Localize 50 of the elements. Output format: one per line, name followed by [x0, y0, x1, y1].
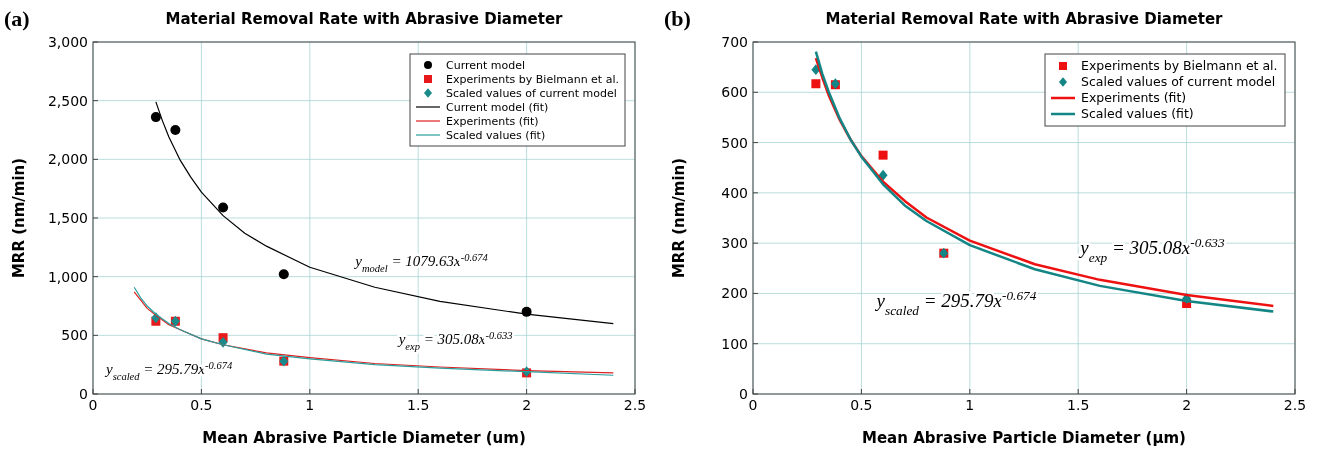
legend-label: Current model (fit)	[446, 101, 549, 114]
x-tick-label: 2	[1182, 397, 1192, 413]
text: (b)	[664, 6, 691, 31]
chart-title: Material Removal Rate with Abrasive Diameter	[825, 10, 1224, 28]
x-tick-label: 1	[305, 397, 315, 413]
legend-label: Experiments by Bielmann et al.	[1081, 58, 1278, 73]
y-tick-label: 700	[721, 34, 748, 50]
x-tick-label: 2	[522, 397, 532, 413]
annotation: y$_{exp}$ = 305.08x$^{-0.633}$	[396, 329, 513, 352]
legend-label: Scaled values of current model	[446, 87, 617, 100]
chart-title: Material Removal Rate with Abrasive Diameter	[165, 10, 564, 28]
x-tick-label: 0.5	[850, 397, 873, 413]
y-tick-label: 300	[721, 235, 748, 252]
annotation: y$_{scaled}$ = 295.79x$^{-0.674}$	[874, 287, 1037, 318]
legend-label: Experiments by Bielmann et al.	[446, 73, 619, 86]
y-tick-label: 3,000	[47, 34, 88, 50]
x-tick-label: 1	[965, 397, 975, 413]
legend-label: Scaled values (fit)	[446, 129, 546, 142]
legend-label: Current model	[446, 59, 526, 72]
annotation: y$_{exp}$ = 305.08x$^{-0.633}$	[1078, 234, 1225, 265]
y-tick-label: 1,500	[47, 210, 88, 226]
y-tick-label: 2,500	[47, 92, 88, 109]
legend-label: Scaled values of current model	[1081, 74, 1276, 89]
y-axis-title: MRR (nm/min)	[10, 157, 28, 279]
y-tick-label: 600	[721, 84, 748, 101]
y-tick-label: 500	[61, 327, 88, 344]
annotation: y$_{model}$ = 1079.63x$^{-0.674}$	[353, 251, 489, 274]
y-tick-label: 100	[721, 335, 748, 352]
x-axis-title: Mean Abrasive Particle Diameter (μm)	[862, 429, 1186, 447]
y-tick-label: 200	[721, 285, 748, 302]
y-tick-label: 0	[739, 386, 748, 402]
x-tick-label: 1.5	[407, 397, 430, 413]
y-tick-label: 500	[721, 134, 748, 151]
y-tick-label: 0	[79, 386, 88, 402]
annotation: y$_{scaled}$ = 295.79x$^{-0.674}$	[104, 359, 233, 382]
legend-label: Scaled values (fit)	[1081, 106, 1194, 121]
text: (a)	[4, 6, 30, 31]
y-tick-label: 1,000	[47, 268, 88, 285]
y-tick-label: 2,000	[47, 151, 88, 168]
x-axis-title: Mean Abrasive Particle Diameter (um)	[202, 429, 526, 447]
y-tick-label: 400	[721, 184, 748, 201]
x-tick-label: 2.5	[623, 397, 647, 413]
x-tick-label: 1.5	[1067, 397, 1090, 413]
legend-label: Experiments (fit)	[1081, 90, 1187, 105]
x-tick-label: 2.5	[1283, 397, 1307, 413]
x-tick-label: 0	[88, 397, 98, 413]
x-tick-label: 0	[748, 397, 758, 413]
legend-label: Experiments (fit)	[446, 115, 539, 128]
x-tick-label: 0.5	[190, 397, 213, 413]
y-axis-title: MRR (nm/min)	[670, 157, 688, 279]
